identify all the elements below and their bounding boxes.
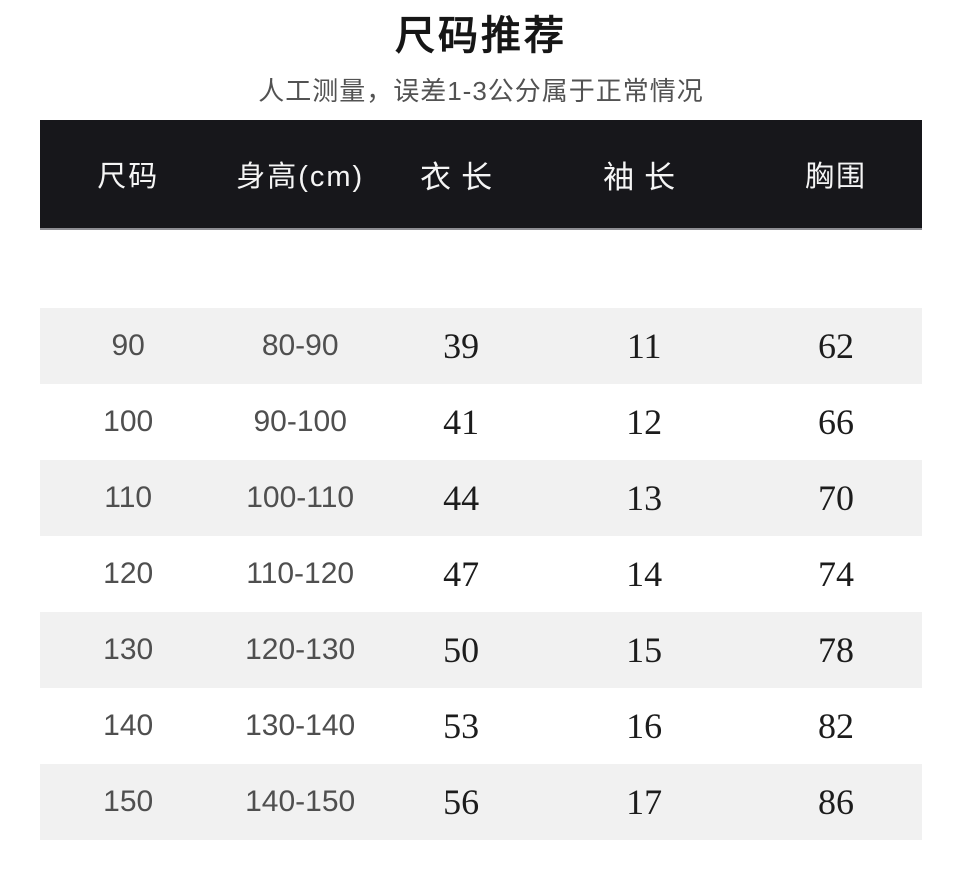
table-row: 130 120-130 50 15 78 <box>40 612 922 688</box>
size-table: 尺码 身高(cm) 衣长 袖长 胸围 90 80-90 39 11 62 100… <box>40 120 922 840</box>
cell-clothing-length: 47 <box>443 554 480 594</box>
page-subtitle: 人工测量，误差1-3公分属于正常情况 <box>258 76 704 106</box>
cell-chest: 74 <box>817 554 854 594</box>
cell-chest: 66 <box>817 402 854 442</box>
cell-height: 100-110 <box>246 481 355 514</box>
cell-clothing-length: 53 <box>443 706 480 746</box>
cell-chest: 86 <box>817 782 854 822</box>
cell-chest: 78 <box>817 630 854 670</box>
cell-size: 120 <box>103 557 154 590</box>
cell-height: 80-90 <box>261 329 339 362</box>
cell-clothing-length: 56 <box>443 782 480 822</box>
cell-sleeve-length: 11 <box>626 326 662 366</box>
cell-size: 140 <box>103 709 154 742</box>
cell-size: 150 <box>103 785 154 818</box>
cell-height: 110-120 <box>246 557 355 590</box>
column-header-chest: 胸围 <box>804 161 867 193</box>
cell-sleeve-length: 14 <box>626 554 663 594</box>
cell-size: 90 <box>111 329 145 362</box>
cell-sleeve-length: 17 <box>626 782 663 822</box>
page-title: 尺码推荐 <box>395 14 567 58</box>
table-row: 140 130-140 53 16 82 <box>40 688 922 764</box>
table-row: 100 90-100 41 12 66 <box>40 384 922 460</box>
cell-height: 120-130 <box>245 633 356 666</box>
column-header-clothing-length: 衣长 <box>420 159 503 195</box>
cell-height: 140-150 <box>245 785 356 818</box>
cell-sleeve-length: 16 <box>626 706 663 746</box>
cell-size: 100 <box>103 405 154 438</box>
table-row: 150 140-150 56 17 86 <box>40 764 922 840</box>
cell-clothing-length: 41 <box>443 402 480 442</box>
table-header: 尺码 身高(cm) 衣长 袖长 胸围 <box>40 120 922 230</box>
column-header-sleeve-length: 袖长 <box>603 159 686 195</box>
cell-size: 110 <box>104 481 153 514</box>
table-row: 110 100-110 44 13 70 <box>40 460 922 536</box>
table-row: 90 80-90 39 11 62 <box>40 308 922 384</box>
cell-chest: 82 <box>817 706 854 746</box>
cell-sleeve-length: 13 <box>626 478 663 518</box>
cell-clothing-length: 50 <box>443 630 480 670</box>
cell-height: 130-140 <box>245 709 356 742</box>
cell-sleeve-length: 12 <box>626 402 663 442</box>
cell-height: 90-100 <box>253 405 347 438</box>
column-header-height: 身高(cm) <box>236 161 365 193</box>
table-body: 90 80-90 39 11 62 100 90-100 41 12 66 11… <box>40 308 922 840</box>
cell-chest: 62 <box>817 326 854 366</box>
cell-size: 130 <box>103 633 154 666</box>
cell-clothing-length: 44 <box>443 478 480 518</box>
cell-sleeve-length: 15 <box>626 630 663 670</box>
cell-chest: 70 <box>817 478 854 518</box>
column-header-size: 尺码 <box>97 161 160 193</box>
table-row: 120 110-120 47 14 74 <box>40 536 922 612</box>
header-spacer <box>40 230 922 308</box>
cell-clothing-length: 39 <box>443 326 480 366</box>
